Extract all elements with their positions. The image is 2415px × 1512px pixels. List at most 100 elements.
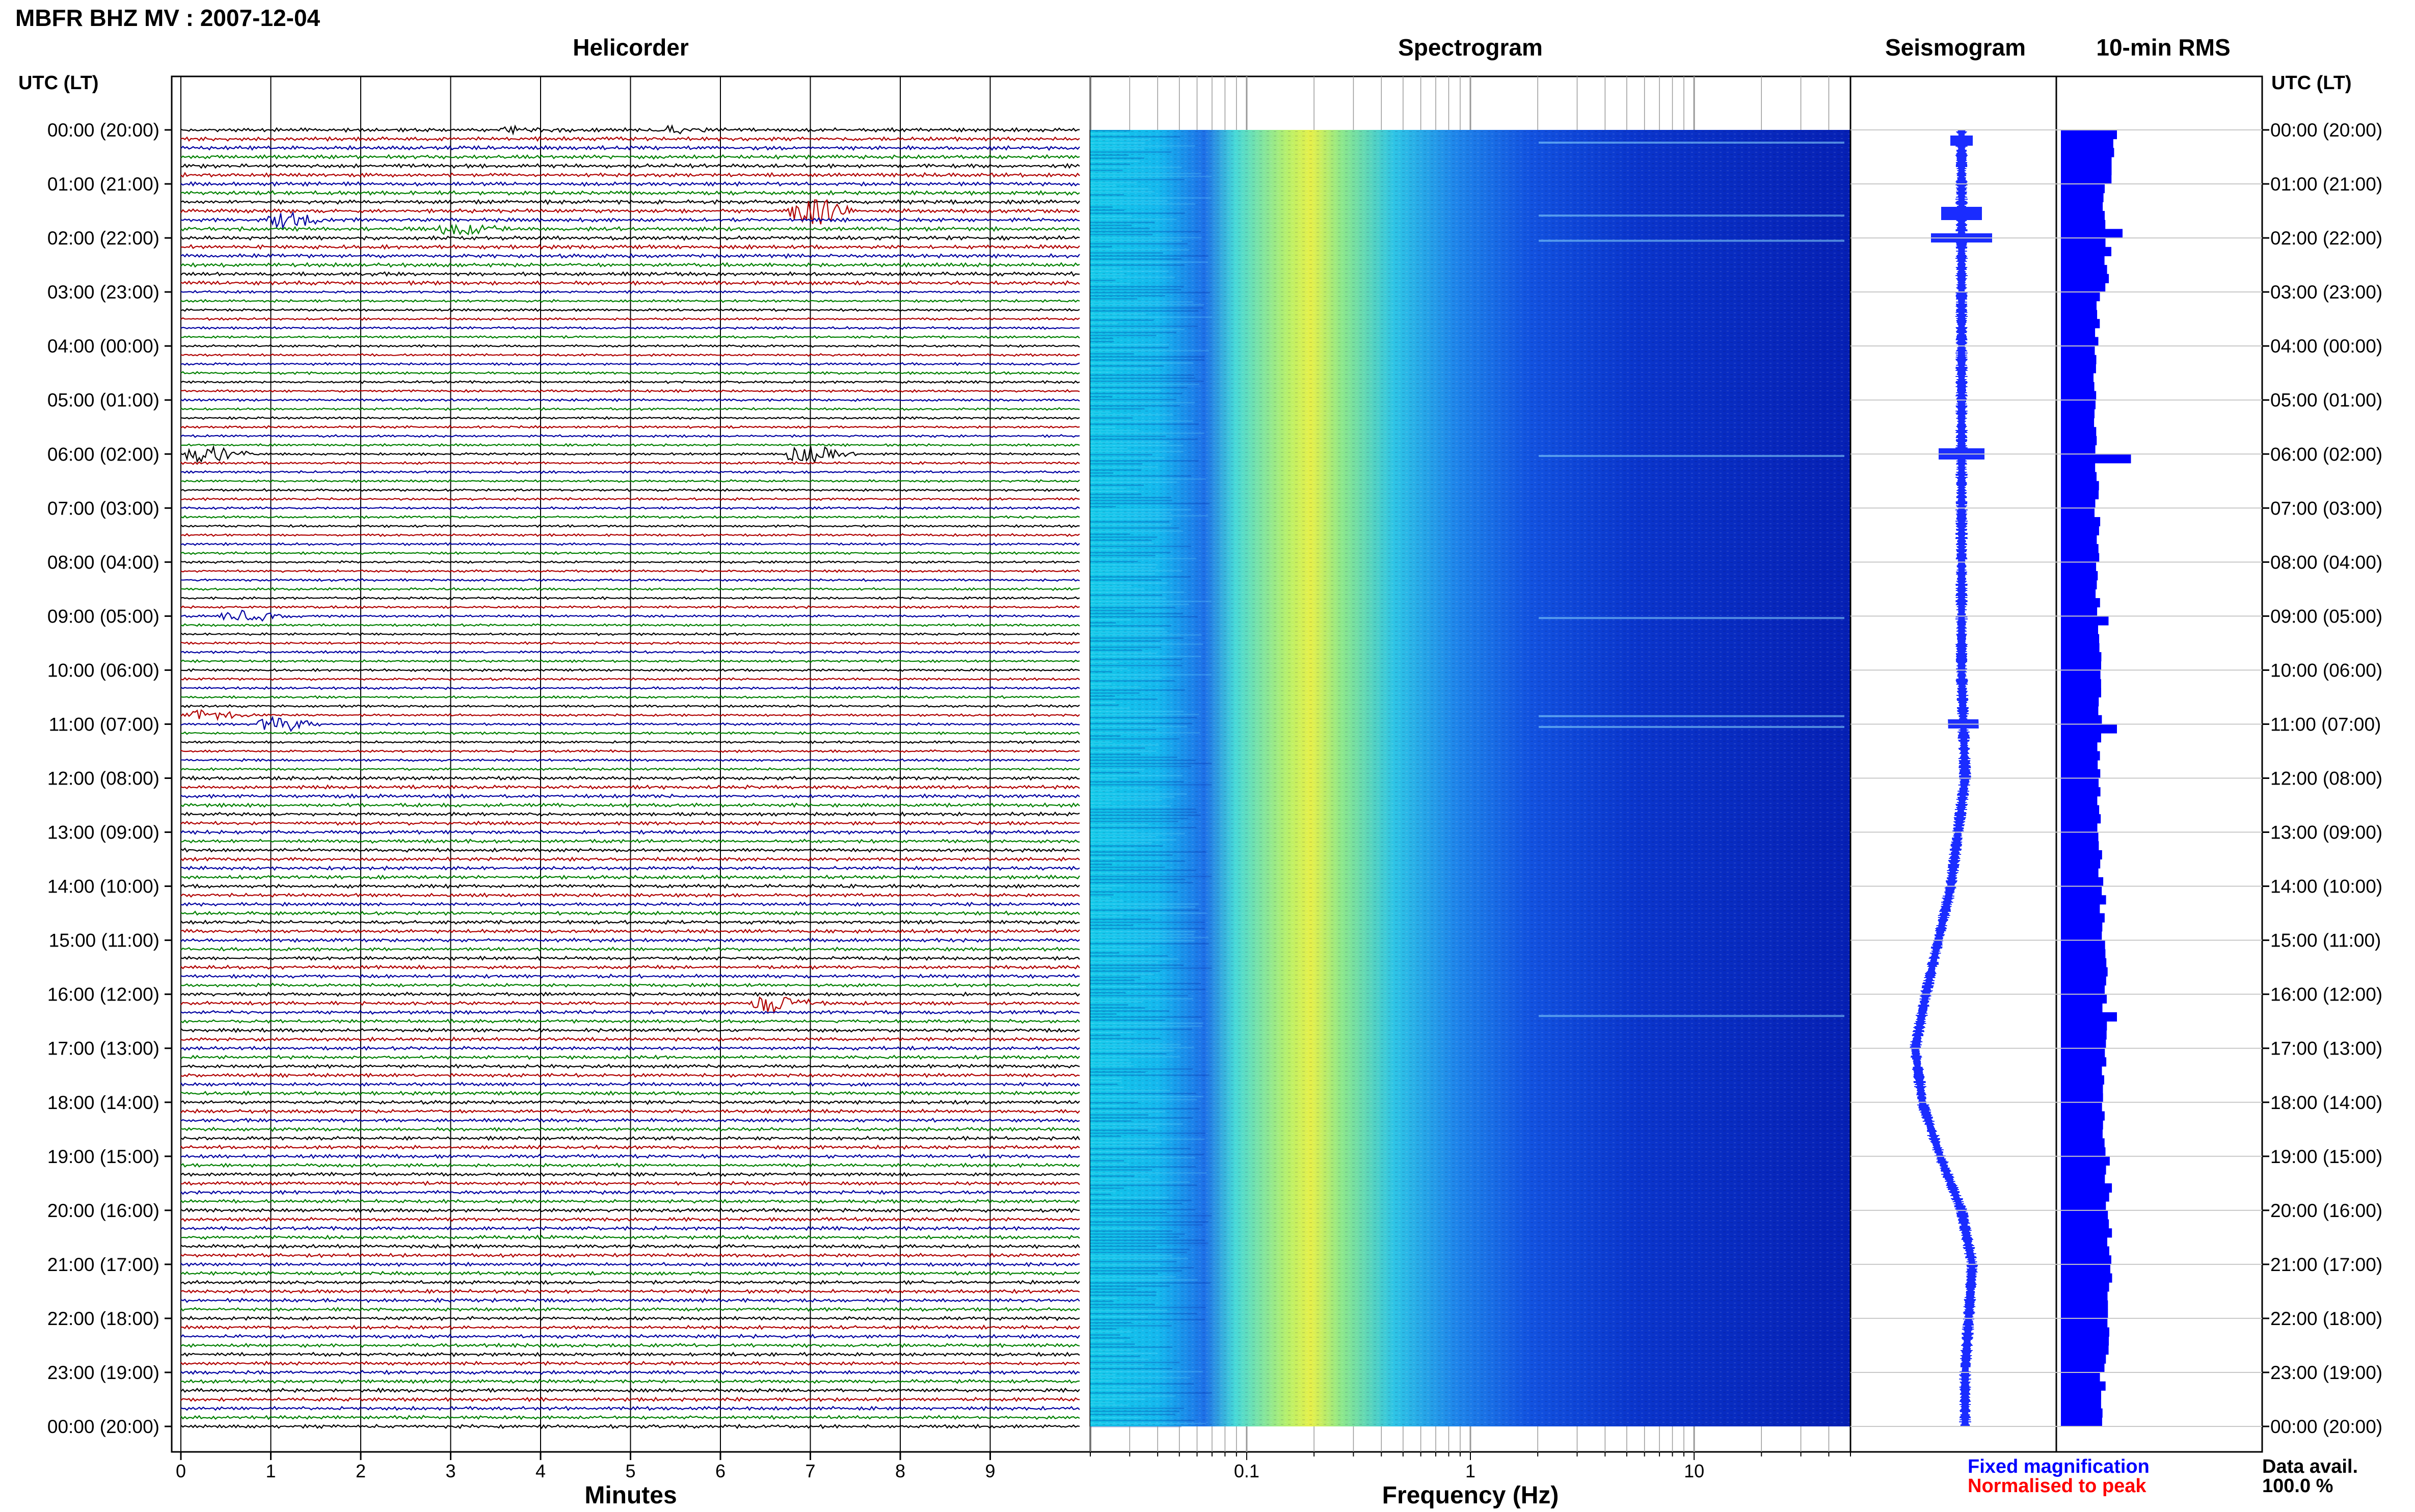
spectrogram-streak (1090, 164, 1131, 165)
helicorder-trace (180, 299, 1080, 303)
spectrogram-streak (1090, 867, 1165, 868)
spectrogram-streak (1090, 197, 1211, 199)
spectrogram-streak (1090, 176, 1212, 177)
spectrogram-event-line (1539, 455, 1844, 457)
hour-label-right: 11:00 (07:00) (2270, 714, 2381, 735)
spectrogram-streak (1090, 463, 1143, 465)
spectrogram-streak (1090, 157, 1144, 159)
spectrogram-streak (1090, 442, 1169, 443)
spectrogram-streak (1090, 964, 1184, 966)
spectrogram-streak (1090, 420, 1193, 422)
helicorder-trace (180, 362, 1080, 366)
spectrogram-streak (1090, 802, 1111, 804)
rms-bar (2061, 589, 2096, 599)
rms-bar (2061, 1237, 2107, 1247)
helicorder-trace (180, 124, 1080, 136)
rms-bar (2061, 1066, 2102, 1076)
rms-bar (2061, 796, 2098, 806)
spectrogram-streak (1090, 558, 1197, 559)
helicorder-trace (180, 847, 1080, 853)
spectrogram-streak (1090, 863, 1112, 865)
spectrogram-streak (1090, 732, 1200, 734)
spectrogram-streak (1090, 998, 1193, 1000)
spectrogram-streak (1090, 634, 1202, 636)
helicorder-trace (180, 199, 1080, 205)
spectrogram-streak (1090, 928, 1205, 929)
spectrogram-streak (1090, 818, 1188, 819)
helicorder-title: Helicorder (573, 34, 689, 61)
spectrogram-streak (1090, 1328, 1117, 1330)
spectrogram-streak (1090, 527, 1179, 529)
spectrogram-streak (1090, 934, 1194, 935)
spectrogram-streak (1090, 1356, 1140, 1357)
rms-bar (2061, 868, 2099, 878)
spectrogram-streak (1090, 637, 1184, 639)
legend-fixed: Fixed magnification (1968, 1456, 2150, 1477)
spectrogram-streak (1090, 387, 1188, 388)
spectrogram-streak (1090, 1285, 1170, 1287)
spectrogram-streak (1090, 952, 1119, 954)
spectrogram-streak (1090, 1423, 1206, 1424)
spectrogram-streak (1090, 726, 1188, 727)
spectrogram-streak (1090, 139, 1151, 141)
spectrogram-streak (1090, 604, 1189, 605)
spectrogram-streak (1090, 989, 1206, 990)
helicorder-trace (180, 650, 1080, 655)
spectrogram-streak (1090, 1343, 1135, 1345)
spectrogram-streak (1090, 757, 1177, 758)
spectrogram-streak (1090, 1184, 1197, 1186)
helicorder-trace (180, 829, 1080, 835)
helicorder-trace (180, 767, 1080, 771)
spectrogram-streak (1090, 396, 1113, 397)
spectrogram-streak (1090, 1148, 1191, 1149)
spectrogram-streak (1090, 417, 1133, 419)
helicorder-trace (180, 749, 1080, 753)
rms-bar (2061, 1030, 2107, 1040)
spectrogram-streak (1090, 179, 1185, 180)
helicorder-trace (180, 605, 1080, 609)
helicorder-trace (180, 1217, 1080, 1222)
spectrogram-streak (1090, 362, 1193, 364)
figure-title: MBFR BHZ MV : 2007-12-04 (15, 5, 320, 31)
spectrogram-streak (1090, 769, 1145, 770)
spectrogram-streak (1090, 772, 1139, 773)
hour-label-left: 18:00 (14:00) (47, 1092, 159, 1113)
spectrogram-streak (1090, 429, 1140, 431)
helicorder-trace (180, 928, 1080, 934)
spectrogram-streak (1090, 1414, 1175, 1415)
spectrogram-streak (1090, 1059, 1129, 1061)
rms-bar (2061, 1264, 2110, 1274)
spectrogram-streak (1090, 1068, 1193, 1070)
spectrogram-streak (1090, 356, 1205, 358)
rms-bar (2061, 1192, 2109, 1202)
spectrogram-event-line (1539, 239, 1844, 242)
rms-bar (2061, 832, 2099, 842)
helicorder-trace (180, 488, 1080, 492)
spectrogram-streak (1090, 640, 1161, 642)
helicorder-xlabel: Minutes (584, 1482, 677, 1509)
spectrogram-streak (1090, 332, 1176, 333)
spectrogram-streak (1090, 1273, 1158, 1275)
spectrogram-streak (1090, 170, 1123, 171)
spectrogram-streak (1090, 145, 1195, 147)
spectrogram-streak (1090, 833, 1185, 834)
spectrogram-streak (1090, 261, 1208, 263)
spectrogram-streak (1090, 1172, 1207, 1174)
helicorder-trace (180, 1342, 1080, 1348)
helicorder-trace (180, 991, 1080, 997)
rms-bar (2061, 607, 2098, 616)
spectrogram-streak (1090, 231, 1201, 232)
helicorder-trace (180, 1234, 1080, 1240)
spectrogram-streak (1090, 1132, 1205, 1134)
rms-bar (2061, 418, 2095, 427)
rms-bar (2061, 913, 2105, 923)
rms-bar (2061, 706, 2099, 716)
spectrogram-streak (1090, 374, 1194, 376)
hour-label-left: 00:00 (20:00) (47, 120, 159, 141)
spectrogram-streak (1090, 225, 1132, 226)
helicorder-trace (180, 609, 1080, 622)
spectrogram-streak (1090, 1316, 1148, 1317)
helicorder-trace (180, 335, 1080, 339)
spectrogram-streak (1090, 708, 1130, 709)
helicorder-xtick-label: 5 (625, 1461, 635, 1481)
